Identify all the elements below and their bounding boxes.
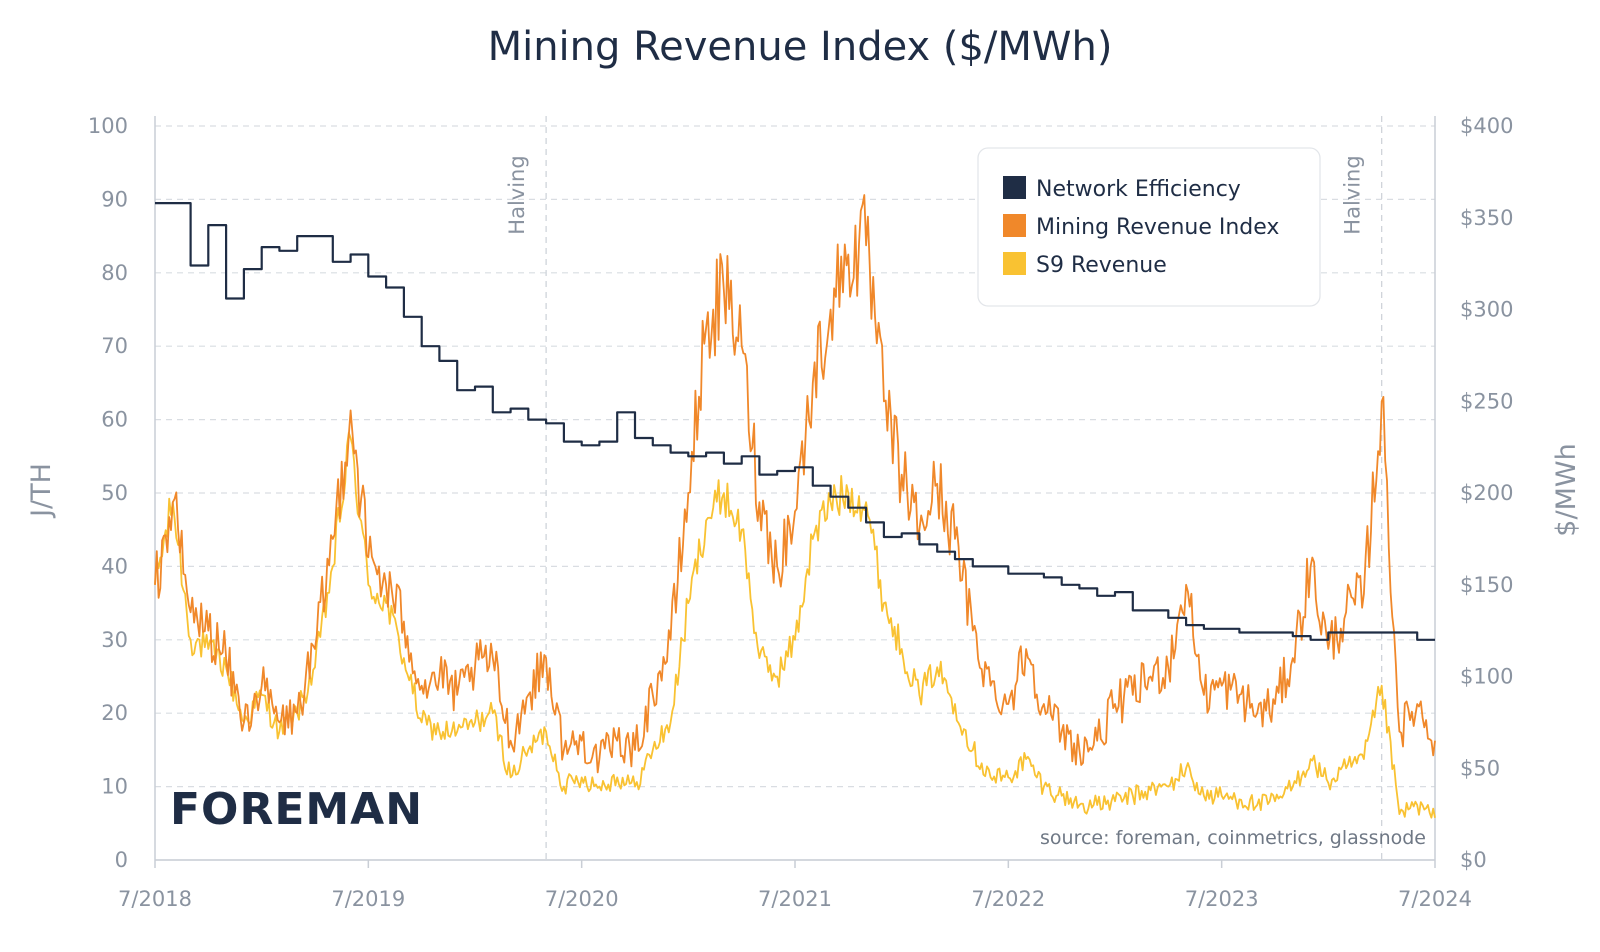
left-tick-label: 0 (115, 848, 128, 872)
x-tick-label: 7/2019 (331, 887, 405, 911)
legend-swatch (1003, 252, 1026, 275)
legend-box (977, 147, 1321, 307)
axes: 0 10 20 30 40 50 60 70 80 90 100 $0 $50 $100 $150 $200 $… (26, 114, 1582, 911)
right-tick-label: $300 (1460, 298, 1513, 322)
legend: Network Efficiency Mining Revenue Index S9… (977, 147, 1321, 307)
legend-swatch (1003, 214, 1026, 237)
series-line-network-efficiency (155, 202, 1435, 641)
source-note: source: foreman, coinmetrics, glassnode (1040, 827, 1426, 849)
left-tick-label: 80 (101, 261, 128, 285)
right-tick-label: $350 (1460, 206, 1513, 230)
left-tick-label: 100 (88, 114, 128, 138)
left-tick-label: 70 (101, 334, 128, 358)
x-tick-label: 7/2018 (118, 887, 192, 911)
legend-label: S9 Revenue (1036, 253, 1167, 278)
series-lines (154, 194, 1436, 819)
x-tick-label: 7/2022 (971, 887, 1045, 911)
x-tick-label: 7/2023 (1185, 887, 1259, 911)
left-tick-label: 60 (101, 408, 128, 432)
right-tick-label: $400 (1460, 114, 1513, 138)
right-tick-label: $250 (1460, 389, 1513, 413)
right-tick-label: $200 (1460, 481, 1513, 505)
right-tick-label: $0 (1460, 848, 1487, 872)
left-tick-label: 40 (101, 554, 128, 578)
legend-label: Mining Revenue Index (1036, 215, 1279, 240)
left-tick-label: 50 (101, 481, 128, 505)
legend-label: Network Efficiency (1036, 177, 1241, 202)
left-tick-label: 20 (101, 701, 128, 725)
right-tick-label: $100 (1460, 665, 1513, 689)
x-tick-label: 7/2024 (1398, 887, 1472, 911)
chart-title: Mining Revenue Index ($/MWh) (487, 24, 1113, 70)
halving-label: Halving (505, 155, 529, 234)
legend-swatch (1003, 176, 1026, 199)
series-line-s9-revenue (154, 431, 1436, 819)
halving-label: Halving (1341, 155, 1365, 234)
left-tick-label: 90 (101, 187, 128, 211)
right-axis-title: $/MWh (1551, 443, 1582, 536)
x-tick-label: 7/2021 (758, 887, 832, 911)
left-tick-label: 30 (101, 628, 128, 652)
right-tick-label: $50 (1460, 756, 1500, 780)
left-tick-label: 10 (101, 775, 128, 799)
brand-logo: FOREMAN (170, 784, 423, 835)
right-tick-label: $150 (1460, 573, 1513, 597)
left-axis-title: J/TH (26, 463, 57, 519)
x-tick-label: 7/2020 (545, 887, 619, 911)
series-line-mining-revenue-index (154, 194, 1436, 774)
